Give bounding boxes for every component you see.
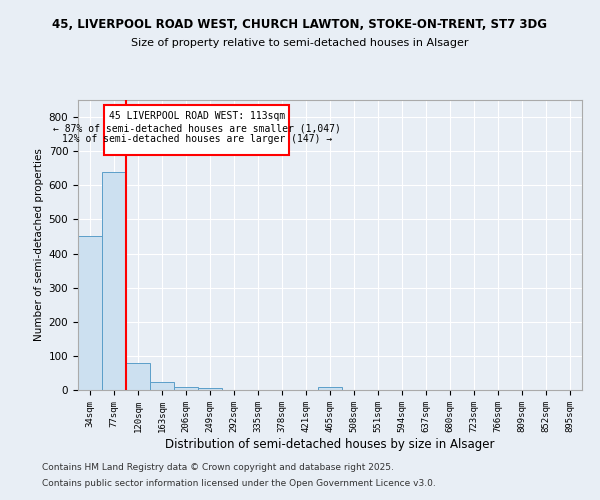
X-axis label: Distribution of semi-detached houses by size in Alsager: Distribution of semi-detached houses by …	[165, 438, 495, 450]
Text: 45, LIVERPOOL ROAD WEST, CHURCH LAWTON, STOKE-ON-TRENT, ST7 3DG: 45, LIVERPOOL ROAD WEST, CHURCH LAWTON, …	[53, 18, 548, 30]
Bar	[102, 172, 126, 390]
Bar	[126, 362, 150, 390]
Text: ← 87% of semi-detached houses are smaller (1,047): ← 87% of semi-detached houses are smalle…	[53, 124, 341, 134]
Bar	[198, 388, 222, 390]
Bar	[78, 236, 102, 390]
Bar	[318, 386, 342, 390]
Bar	[174, 386, 198, 390]
Text: Size of property relative to semi-detached houses in Alsager: Size of property relative to semi-detach…	[131, 38, 469, 48]
Y-axis label: Number of semi-detached properties: Number of semi-detached properties	[34, 148, 44, 342]
Bar	[150, 382, 174, 390]
Text: Contains HM Land Registry data © Crown copyright and database right 2025.: Contains HM Land Registry data © Crown c…	[42, 464, 394, 472]
Text: 45 LIVERPOOL ROAD WEST: 113sqm: 45 LIVERPOOL ROAD WEST: 113sqm	[109, 111, 285, 121]
FancyBboxPatch shape	[104, 105, 289, 154]
Text: 12% of semi-detached houses are larger (147) →: 12% of semi-detached houses are larger (…	[62, 134, 332, 144]
Text: Contains public sector information licensed under the Open Government Licence v3: Contains public sector information licen…	[42, 478, 436, 488]
